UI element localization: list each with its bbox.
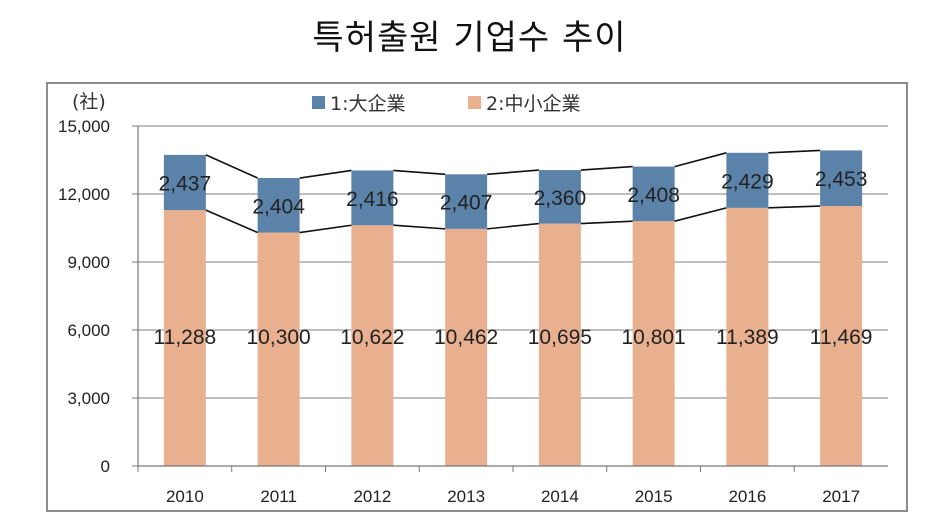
series-line-total (674, 152, 727, 168)
bar-large-enterprise (632, 166, 675, 222)
bar-sme (538, 223, 581, 466)
x-tick-label: 2015 (635, 487, 673, 506)
series-line-total (393, 169, 446, 176)
y-tick-label: 15,000 (58, 117, 110, 136)
legend-label: 1:大企業 (330, 93, 406, 115)
y-tick-label: 9,000 (67, 253, 110, 272)
x-tick-label: 2011 (260, 487, 297, 506)
y-tick-label: 12,000 (58, 185, 110, 204)
bar-large-enterprise (163, 154, 206, 211)
chart-title: 특허출원 기업수 추이 (312, 18, 627, 58)
bar-sme (163, 210, 206, 466)
data-label-sme: 10,801 (622, 326, 686, 349)
bar-sme (726, 207, 769, 466)
data-label-large-enterprise: 2,453 (815, 168, 868, 191)
bar-large-enterprise (726, 152, 769, 208)
bar-large-enterprise (257, 178, 300, 233)
series-line-total (768, 149, 821, 154)
legend-swatch (312, 96, 325, 109)
y-tick-label: 0 (101, 457, 110, 476)
data-label-sme: 11,469 (810, 326, 873, 349)
y-axis-unit-label: (社) (72, 91, 106, 113)
data-label-sme: 11,288 (154, 326, 217, 349)
series-line-boundary (768, 205, 821, 209)
data-label-sme: 10,622 (340, 326, 404, 349)
bar-large-enterprise (351, 170, 394, 226)
grid-lines (138, 125, 888, 399)
bar-sme (445, 228, 488, 466)
bar-sme (632, 221, 675, 466)
series-line-boundary (393, 224, 446, 230)
x-tick-label: 2016 (728, 487, 766, 506)
legend-swatch (468, 96, 481, 109)
data-label-sme: 11,389 (716, 326, 779, 349)
y-tick-label: 6,000 (67, 321, 110, 340)
data-label-sme: 10,300 (247, 326, 311, 349)
series-line-total (580, 165, 633, 171)
data-label-large-enterprise: 2,360 (534, 187, 587, 210)
data-label-large-enterprise: 2,437 (159, 173, 212, 196)
bar-large-enterprise (820, 150, 863, 207)
bar-sme (257, 232, 300, 466)
axes: 0 3,000 6,000 9,000 12,000 15,000 (社) 2010 2011 2… (58, 91, 888, 506)
data-labels: 2,437 11,288 2,404 10,300 2,416 10,622 2,407 10… (154, 168, 873, 349)
data-label-large-enterprise: 2,408 (627, 184, 680, 207)
data-label-large-enterprise: 2,404 (252, 195, 305, 218)
y-tick-label: 3,000 (67, 389, 110, 408)
series-connector-lines (205, 149, 821, 234)
bar-sme (820, 206, 863, 466)
legend-label: 2:中小企業 (486, 93, 581, 115)
x-tick-label: 2013 (447, 487, 485, 506)
chart-frame (46, 82, 908, 512)
data-label-large-enterprise: 2,429 (721, 170, 774, 193)
series-line-total (299, 169, 352, 179)
legend: 1:大企業 2:中小企業 (312, 93, 581, 115)
series-line-total (487, 169, 539, 176)
bars (163, 150, 863, 466)
x-tick-label: 2010 (166, 487, 204, 506)
series-line-total (205, 154, 258, 179)
series-line-boundary (580, 220, 633, 225)
x-tick-label: 2014 (541, 487, 579, 506)
x-tick-label: 2012 (353, 487, 391, 506)
data-label-large-enterprise: 2,416 (346, 188, 399, 211)
series-line-boundary (674, 207, 727, 222)
series-line-boundary (205, 209, 258, 234)
bar-large-enterprise (538, 170, 581, 224)
series-line-boundary (299, 224, 352, 234)
data-label-sme: 10,695 (528, 326, 592, 349)
bar-large-enterprise (445, 174, 488, 229)
series-line-boundary (487, 222, 539, 230)
data-label-large-enterprise: 2,407 (440, 192, 493, 215)
x-tick-label: 2017 (822, 487, 860, 506)
bar-sme (351, 225, 394, 466)
data-label-sme: 10,462 (434, 326, 498, 349)
